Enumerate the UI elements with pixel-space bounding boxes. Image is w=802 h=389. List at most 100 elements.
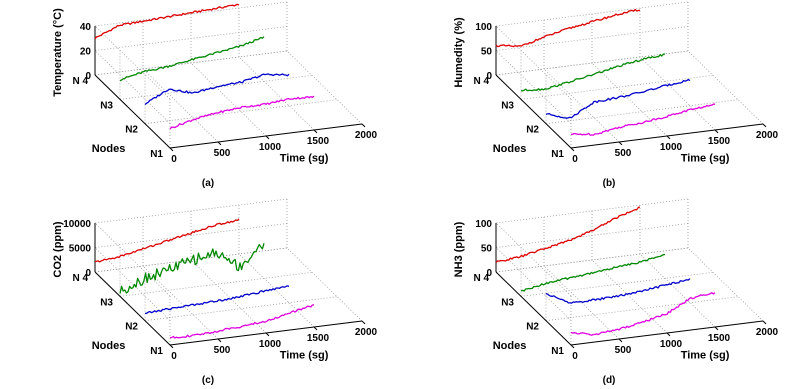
grid-floor-n1 [545, 296, 739, 322]
x-tick-mark [217, 141, 222, 146]
node-tick-label: N 4 [473, 273, 489, 284]
node-tick-label: N1 [551, 346, 564, 357]
series-line-n3 [520, 253, 666, 292]
grid-floor-x4 [286, 50, 363, 125]
x-tick-label: 0 [171, 351, 177, 362]
x-tick-mark [265, 332, 270, 337]
node-tick-label: N3 [100, 297, 113, 308]
x-tick-mark [313, 326, 318, 331]
grid-z0 [94, 50, 288, 149]
x-tick-label: 1500 [307, 333, 330, 344]
grid-floor-n2 [119, 271, 313, 297]
node-axis [94, 271, 171, 346]
z-tick-label: 0 [85, 268, 91, 279]
node-tick-label: N1 [150, 149, 163, 160]
grid-floor-x3 [238, 56, 315, 131]
x-tick-label: 500 [214, 148, 231, 159]
z-tick-label: 10000 [63, 219, 91, 230]
grid-z0 [495, 50, 689, 149]
nodes-axis-label: Nodes [92, 340, 126, 352]
x-tick-mark [313, 129, 318, 134]
x-tick-label: 1500 [708, 333, 731, 344]
grid-floor-x1 [142, 68, 219, 143]
panel-label: (a) [202, 178, 214, 189]
series-line-n3 [119, 243, 265, 294]
grid-floor-n2 [520, 271, 714, 297]
x-tick-label: 1500 [708, 136, 731, 147]
series-line-n3 [520, 53, 666, 92]
node-tick-label: N2 [526, 125, 539, 136]
series-line-n2 [545, 78, 691, 119]
x-tick-label: 500 [615, 345, 632, 356]
grid-floor-x4 [286, 247, 363, 322]
series-line-n4 [94, 3, 240, 40]
series-line-n1 [169, 95, 315, 130]
x-tick-label: 0 [572, 154, 578, 165]
grid-floor-x1 [543, 265, 620, 340]
x-axis-label: Time (sg) [681, 350, 730, 362]
x-tick-label: 0 [171, 154, 177, 165]
x-axis-label: Time (sg) [280, 350, 329, 362]
grid-z0 [495, 247, 689, 346]
x-tick-mark [169, 147, 174, 152]
x-axis-label: Time (sg) [681, 153, 730, 165]
nodes-axis-label: Nodes [92, 143, 126, 155]
z-tick-label: 50 [481, 47, 493, 58]
x-tick-mark [666, 332, 671, 337]
nodes-axis-label: Nodes [493, 340, 527, 352]
series-line-n4 [94, 218, 240, 263]
x-tick-label: 2000 [756, 327, 779, 338]
series-line-n2 [144, 285, 290, 315]
panel-label: (c) [202, 375, 214, 386]
x-tick-label: 1000 [259, 142, 282, 153]
x-tick-mark [714, 129, 719, 134]
grid-floor-x3 [639, 56, 716, 131]
x-tick-label: 500 [214, 345, 231, 356]
grid-floor-x3 [238, 253, 315, 328]
series-line-n1 [169, 304, 315, 339]
z-axis-label: NH3 (ppm) [453, 221, 465, 277]
x-tick-label: 2000 [355, 327, 378, 338]
x-tick-mark [570, 147, 575, 152]
z-axis-label: Temperature (°C) [52, 8, 64, 97]
node-tick-label: N 4 [72, 76, 88, 87]
x-tick-label: 1000 [660, 142, 683, 153]
x-tick-label: 0 [572, 351, 578, 362]
z-tick-label: 100 [475, 22, 492, 33]
z-tick-label: 40 [80, 22, 92, 33]
grid-floor-x1 [543, 68, 620, 143]
x-tick-mark [169, 344, 174, 349]
z-axis-label: CO2 (ppm) [52, 221, 64, 278]
grid-floor-n2 [520, 74, 714, 100]
x-tick-mark [217, 338, 222, 343]
grid-floor-x4 [687, 50, 764, 125]
x-axis-label: Time (sg) [280, 153, 329, 165]
x-tick-label: 2000 [355, 130, 378, 141]
node-tick-label: N2 [526, 322, 539, 333]
x-tick-mark [714, 326, 719, 331]
node-axis [495, 74, 572, 149]
series-line-n2 [545, 278, 691, 304]
node-tick-label: N 4 [473, 76, 489, 87]
x-tick-mark [570, 344, 575, 349]
x-tick-label: 2000 [756, 130, 779, 141]
series-line-n4 [495, 206, 641, 263]
z-tick-label: 0 [486, 71, 492, 82]
grid-floor-x2 [591, 259, 668, 334]
node-axis [94, 74, 171, 149]
x-tick-mark [618, 141, 623, 146]
node-axis [495, 271, 572, 346]
panel-label: (d) [603, 375, 616, 386]
x-tick-mark [666, 135, 671, 140]
x-tick-mark [762, 123, 767, 128]
z-tick-label: 100 [475, 219, 492, 230]
x-tick-label: 1500 [307, 136, 330, 147]
node-tick-label: N3 [501, 100, 514, 111]
grid-floor-x4 [687, 247, 764, 322]
series-line-n3 [119, 36, 265, 82]
